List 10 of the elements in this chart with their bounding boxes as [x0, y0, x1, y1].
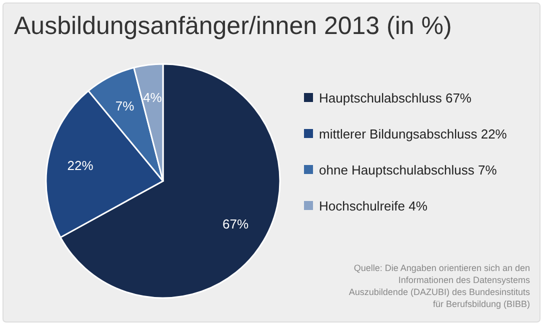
chart-title: Ausbildungsanfänger/innen 2013 (in %)	[14, 12, 452, 40]
data-label: 22%	[67, 158, 94, 173]
data-label: 4%	[143, 90, 162, 105]
legend-label: Hauptschulabschluss 67%	[319, 90, 472, 106]
data-label: 67%	[222, 216, 249, 232]
source-note: Quelle: Die Angaben orientieren sich an den Informationen des Datensystems Auszubildende (DAZUBI) des Bundesinstituts für Berufsbildung (BIBB)	[348, 263, 530, 309]
legend-label: ohne Hauptschulabschluss 7%	[319, 162, 498, 178]
data-label: 7%	[115, 98, 135, 114]
legend-label: Hochschulreife 4%	[319, 198, 428, 214]
legend-label: mittlerer Bildungsabschluss 22%	[319, 126, 508, 142]
